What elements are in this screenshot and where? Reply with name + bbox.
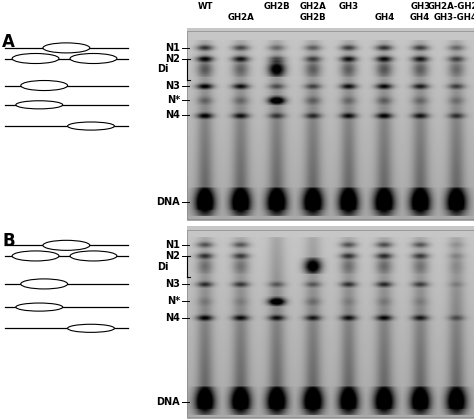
Text: Di: Di xyxy=(157,64,168,74)
Text: N4: N4 xyxy=(165,313,180,323)
Text: WT: WT xyxy=(197,2,213,11)
Text: GH2A-GH2B: GH2A-GH2B xyxy=(428,2,474,11)
Text: B: B xyxy=(2,232,15,250)
Text: GH2B: GH2B xyxy=(300,13,326,22)
Text: DNA: DNA xyxy=(156,397,180,406)
Text: GH2A: GH2A xyxy=(299,2,326,11)
Ellipse shape xyxy=(70,251,117,261)
Text: N*: N* xyxy=(167,296,180,306)
Ellipse shape xyxy=(68,122,114,130)
Ellipse shape xyxy=(43,43,90,53)
Text: N2: N2 xyxy=(165,251,180,261)
Text: N3: N3 xyxy=(165,80,180,91)
Text: N*: N* xyxy=(167,95,180,105)
Text: A: A xyxy=(2,34,15,52)
Ellipse shape xyxy=(12,54,59,64)
Text: GH3: GH3 xyxy=(338,2,359,11)
Ellipse shape xyxy=(21,279,68,289)
Text: GH4: GH4 xyxy=(374,13,394,22)
Text: Di: Di xyxy=(157,261,168,272)
Text: GH4: GH4 xyxy=(410,13,430,22)
Bar xyxy=(187,230,474,417)
Text: GH2B: GH2B xyxy=(264,2,290,11)
Ellipse shape xyxy=(16,101,63,109)
Text: GH2A: GH2A xyxy=(228,13,255,22)
Ellipse shape xyxy=(21,80,68,91)
Ellipse shape xyxy=(16,303,63,311)
Text: DNA: DNA xyxy=(156,197,180,207)
Bar xyxy=(187,31,474,219)
Text: GH3: GH3 xyxy=(410,2,430,11)
Ellipse shape xyxy=(68,324,114,332)
Text: N2: N2 xyxy=(165,54,180,64)
Ellipse shape xyxy=(12,251,59,261)
Text: GH3-GH4: GH3-GH4 xyxy=(434,13,474,22)
Text: N3: N3 xyxy=(165,279,180,289)
Ellipse shape xyxy=(43,241,90,250)
Ellipse shape xyxy=(70,54,117,64)
Text: N4: N4 xyxy=(165,111,180,120)
Text: N1: N1 xyxy=(165,43,180,53)
Text: N1: N1 xyxy=(165,241,180,250)
